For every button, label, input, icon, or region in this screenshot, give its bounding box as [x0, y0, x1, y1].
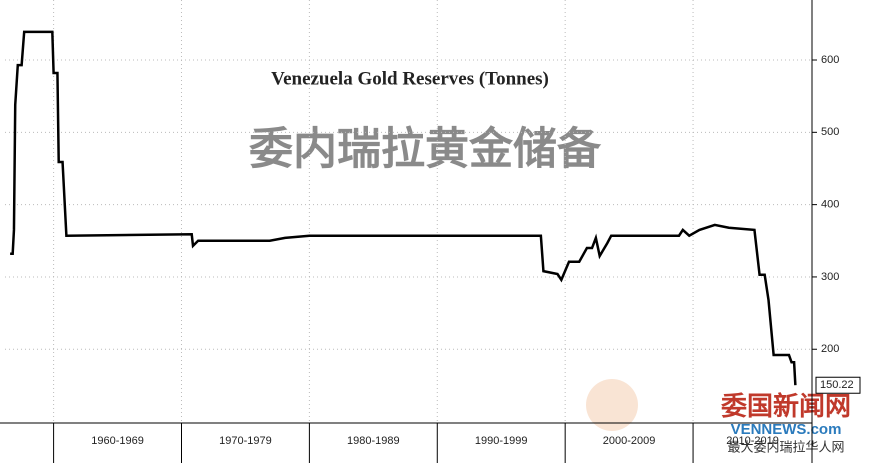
x-tick-label: 2010-2019: [726, 435, 779, 447]
x-tick-label: 2000-2009: [603, 435, 656, 447]
y-tick-label: 500: [821, 126, 839, 138]
x-tick-label: 1980-1989: [347, 435, 400, 447]
logo-site: VENNEWS.com: [731, 421, 842, 438]
logo-slogan: 最大委内瑞拉华人网: [727, 439, 844, 454]
x-tick-label: 1990-1999: [475, 435, 528, 447]
chart-title: Venezuela Gold Reserves (Tonnes): [271, 68, 549, 89]
end-label-box: [815, 376, 861, 394]
y-tick-label: 200: [821, 343, 839, 355]
x-tick-label: 1970-1979: [219, 435, 272, 447]
y-tick-label: 600: [821, 54, 839, 66]
data-line: [10, 30, 797, 386]
logo-icon: [586, 379, 638, 431]
end-label: 150.22: [820, 379, 854, 391]
y-tick-label: 400: [821, 199, 839, 211]
x-tick-label: 1960-1969: [91, 435, 144, 447]
logo-name: 委国新闻网: [721, 391, 851, 421]
y-tick-label: 300: [821, 271, 839, 283]
